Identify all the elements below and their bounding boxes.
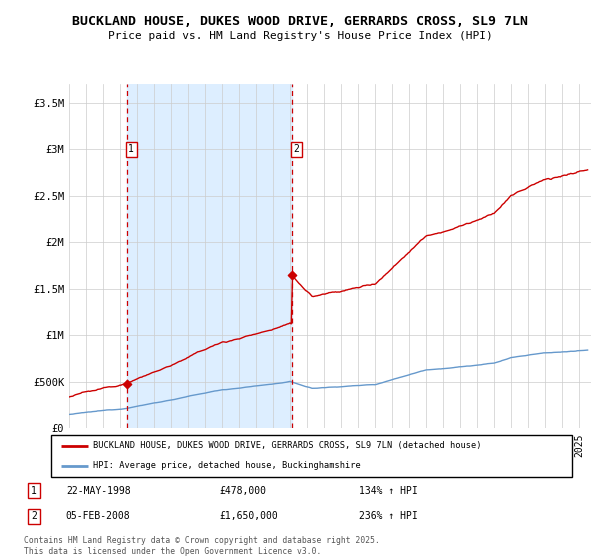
- Text: 236% ↑ HPI: 236% ↑ HPI: [359, 511, 418, 521]
- Text: £478,000: £478,000: [220, 486, 266, 496]
- Text: BUCKLAND HOUSE, DUKES WOOD DRIVE, GERRARDS CROSS, SL9 7LN (detached house): BUCKLAND HOUSE, DUKES WOOD DRIVE, GERRAR…: [93, 441, 481, 450]
- Text: HPI: Average price, detached house, Buckinghamshire: HPI: Average price, detached house, Buck…: [93, 461, 361, 470]
- Text: 134% ↑ HPI: 134% ↑ HPI: [359, 486, 418, 496]
- Text: 22-MAY-1998: 22-MAY-1998: [66, 486, 130, 496]
- Bar: [127, 84, 292, 428]
- Text: £1,650,000: £1,650,000: [220, 511, 278, 521]
- Text: BUCKLAND HOUSE, DUKES WOOD DRIVE, GERRARDS CROSS, SL9 7LN: BUCKLAND HOUSE, DUKES WOOD DRIVE, GERRAR…: [72, 15, 528, 28]
- Text: 2: 2: [293, 144, 299, 154]
- Text: Contains HM Land Registry data © Crown copyright and database right 2025.
This d: Contains HM Land Registry data © Crown c…: [24, 536, 380, 556]
- Text: 2: 2: [31, 511, 37, 521]
- Text: 1: 1: [128, 144, 134, 154]
- Point: [122, 380, 131, 389]
- Text: Price paid vs. HM Land Registry's House Price Index (HPI): Price paid vs. HM Land Registry's House …: [107, 31, 493, 41]
- Point: [287, 270, 296, 279]
- Text: 1: 1: [31, 486, 37, 496]
- Text: 05-FEB-2008: 05-FEB-2008: [66, 511, 130, 521]
- FancyBboxPatch shape: [50, 435, 572, 477]
